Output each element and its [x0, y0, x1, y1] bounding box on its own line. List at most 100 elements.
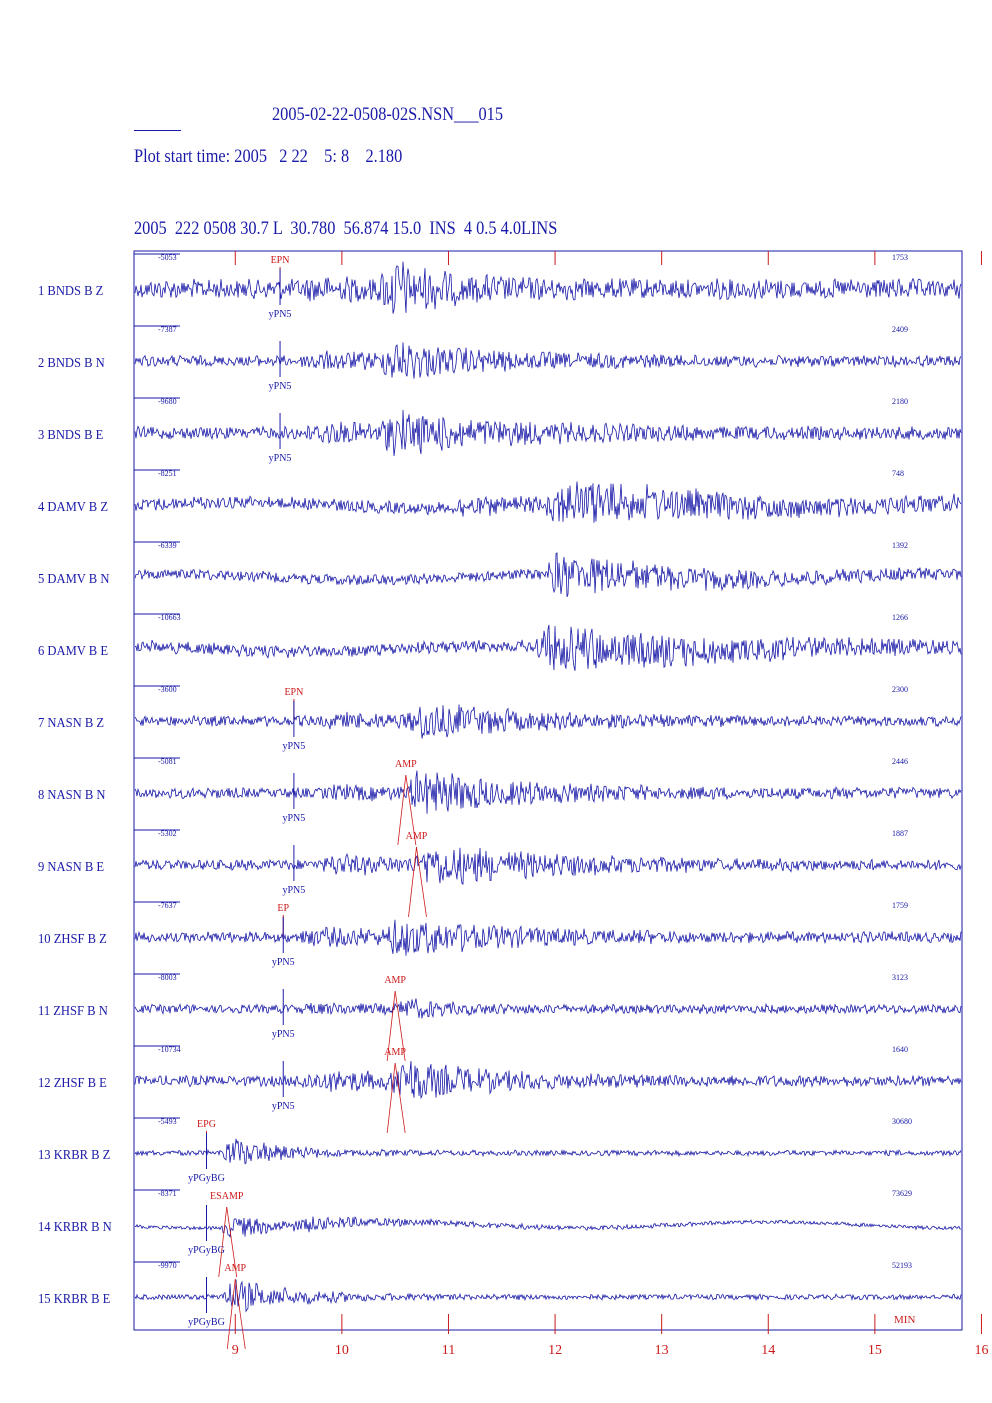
- amp-marker: [234, 1278, 246, 1350]
- amp-marker: [218, 1206, 228, 1278]
- channel-max-value: 2180: [892, 397, 908, 406]
- time-axis-tick-label: 9: [232, 1343, 239, 1358]
- channel-label: 12 ZHSF B E: [38, 1074, 107, 1090]
- waveform-trace: [134, 998, 962, 1019]
- waveform-trace: [134, 552, 962, 598]
- channel-min-value: -9680: [158, 397, 177, 406]
- phase-pick-label: EPG: [197, 1119, 216, 1130]
- waveform-trace: [134, 919, 962, 956]
- waveform-trace: [134, 1138, 962, 1165]
- channel-label: 9 NASN B E: [38, 858, 104, 874]
- phase-pick-label: AMP: [384, 1047, 406, 1058]
- phase-pick-label: yPGyBG: [188, 1317, 225, 1328]
- time-axis-tick-label: 10: [335, 1343, 349, 1358]
- phase-pick-label: yPGyBG: [188, 1245, 225, 1256]
- title-underline: [134, 130, 181, 131]
- channel-min-value: -9970: [158, 1261, 177, 1270]
- phase-pick-label: AMP: [406, 831, 428, 842]
- amp-marker: [386, 990, 396, 1062]
- channel-max-value: 1640: [892, 1045, 908, 1054]
- time-axis-tick-label: 15: [868, 1343, 882, 1358]
- phase-pick-label: EPN: [271, 255, 290, 266]
- amp-marker: [386, 1062, 396, 1134]
- channel-label: 15 KRBR B E: [38, 1290, 110, 1306]
- channel-label: 8 NASN B N: [38, 786, 106, 802]
- time-axis-tick-label: 11: [442, 1343, 455, 1358]
- time-axis-tick-label: 14: [761, 1343, 775, 1358]
- channel-max-value: 1392: [892, 541, 908, 550]
- channel-max-value: 52193: [892, 1261, 912, 1270]
- channel-max-value: 1887: [892, 829, 908, 838]
- channel-min-value: -5302: [158, 829, 177, 838]
- channel-min-value: -10663: [158, 613, 181, 622]
- amp-marker: [397, 774, 407, 846]
- time-axis-tick-label: 13: [655, 1343, 669, 1358]
- channel-13: [134, 1138, 962, 1165]
- waveform-trace: [134, 1216, 962, 1238]
- channel-max-value: 1753: [892, 253, 908, 262]
- event-info-line: 2005 222 0508 30.7 L 30.780 56.874 15.0 …: [134, 218, 558, 239]
- time-axis-unit-label: MIN: [894, 1314, 915, 1326]
- channel-label: 4 DAMV B Z: [38, 498, 108, 514]
- channel-label: 13 KRBR B Z: [38, 1146, 110, 1162]
- phase-pick-label: yPGyBG: [188, 1173, 225, 1184]
- channel-min-value: -8371: [158, 1189, 177, 1198]
- channel-max-value: 2300: [892, 685, 908, 694]
- channel-label: 6 DAMV B E: [38, 642, 108, 658]
- channel-label: 2 BNDS B N: [38, 354, 105, 370]
- channel-max-value: 2446: [892, 757, 908, 766]
- phase-pick-label: EP: [277, 903, 289, 914]
- channel-min-value: -6339: [158, 541, 177, 550]
- channel-max-value: 73629: [892, 1189, 912, 1198]
- waveform-trace: [134, 1279, 962, 1313]
- phase-pick-label: AMP: [224, 1263, 246, 1274]
- waveform-trace: [134, 704, 962, 739]
- phase-pick-label: AMP: [395, 759, 417, 770]
- channel-15: [134, 1279, 962, 1313]
- amp-marker: [226, 1206, 238, 1278]
- channel-12: [134, 1061, 962, 1100]
- channel-min-value: -7387: [158, 325, 177, 334]
- channel-min-value: -5053: [158, 253, 177, 262]
- channel-max-value: 1759: [892, 901, 908, 910]
- waveform-trace: [134, 409, 962, 456]
- channel-6: [134, 624, 962, 671]
- channel-min-value: -7637: [158, 901, 177, 910]
- time-axis-tick-label: 12: [548, 1343, 562, 1358]
- channel-max-value: 2409: [892, 325, 908, 334]
- channel-label: 14 KRBR B N: [38, 1218, 112, 1234]
- channel-min-value: -3600: [158, 685, 177, 694]
- waveform-trace: [134, 847, 962, 885]
- phase-pick-label: yPN5: [283, 813, 306, 824]
- channel-min-value: -10734: [158, 1045, 181, 1054]
- channel-label: 11 ZHSF B N: [38, 1002, 108, 1018]
- channel-14: [134, 1216, 962, 1238]
- phase-pick-label: yPN5: [272, 957, 295, 968]
- amp-marker: [408, 846, 417, 918]
- channel-3: [134, 409, 962, 456]
- channel-4: [134, 481, 962, 523]
- waveform-trace: [134, 481, 962, 523]
- channel-1: [134, 261, 962, 314]
- waveform-trace: [134, 261, 962, 314]
- phase-pick-label: yPN5: [269, 453, 292, 464]
- channel-8: [134, 770, 962, 814]
- phase-pick-label: yPN5: [272, 1029, 295, 1040]
- channel-9: [134, 847, 962, 885]
- amp-marker: [394, 990, 406, 1062]
- waveform-trace: [134, 342, 962, 379]
- plot-frame: [133, 250, 963, 1331]
- channel-max-value: 1266: [892, 613, 908, 622]
- amp-marker: [394, 1062, 406, 1134]
- phase-pick-label: yPN5: [283, 741, 306, 752]
- phase-pick-label: EPN: [284, 687, 303, 698]
- channel-label: 10 ZHSF B Z: [38, 930, 107, 946]
- plot-title: 2005-02-22-0508-02S.NSN___015: [272, 104, 504, 125]
- amp-marker: [416, 846, 427, 918]
- channel-label: 3 BNDS B E: [38, 426, 103, 442]
- channel-min-value: -8251: [158, 469, 177, 478]
- channel-min-value: -8003: [158, 973, 177, 982]
- waveform-trace: [134, 1061, 962, 1100]
- channel-label: 1 BNDS B Z: [38, 282, 103, 298]
